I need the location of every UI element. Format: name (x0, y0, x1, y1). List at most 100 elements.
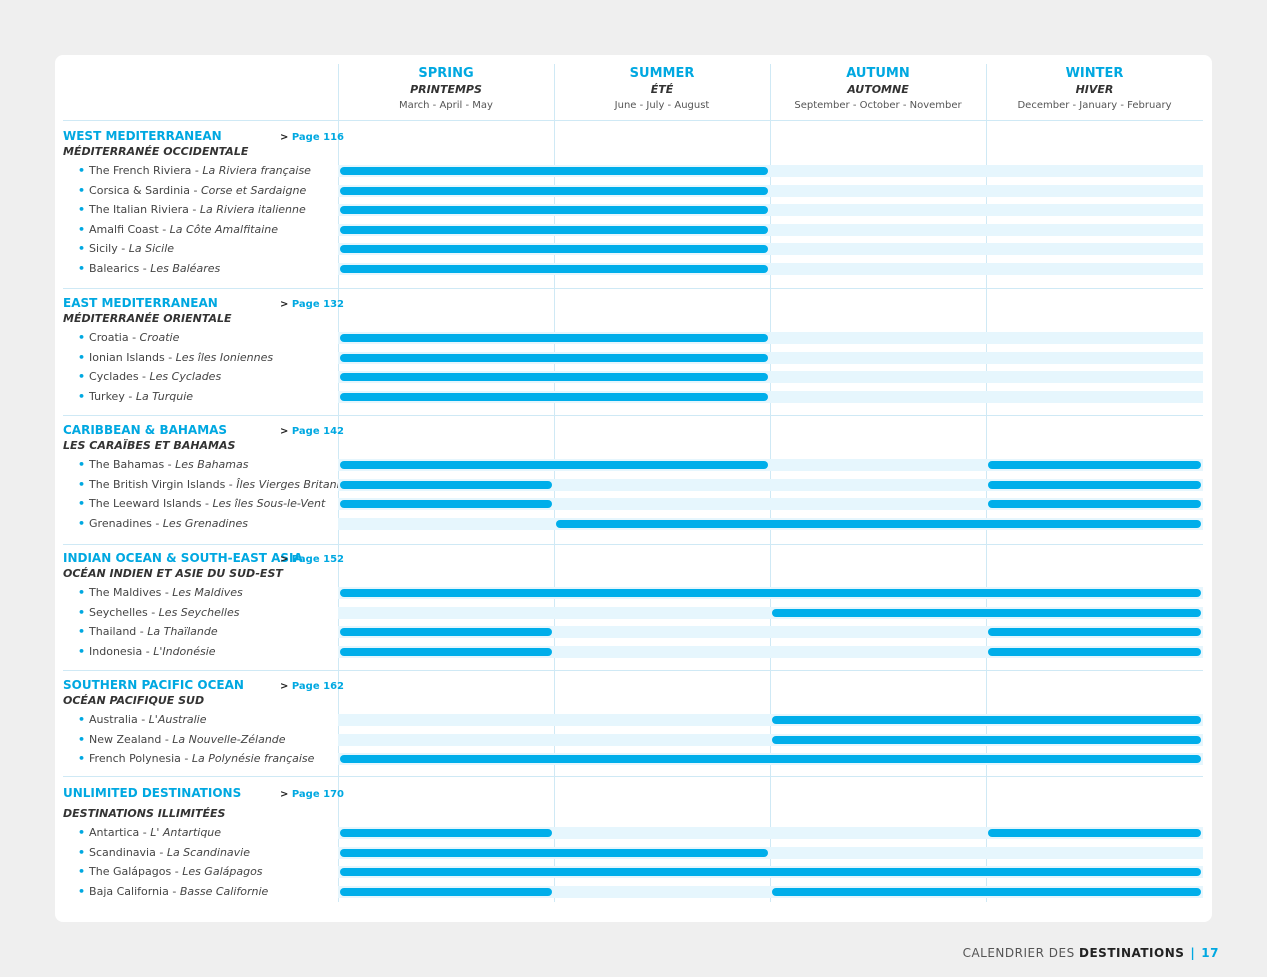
page-reference-link[interactable]: > Page 142 (280, 424, 344, 439)
page-reference[interactable]: Page 132 (291, 299, 344, 310)
bullet-icon: • (78, 370, 86, 383)
destination-row: • Baja California - Basse Californie (78, 885, 268, 899)
dash-separator: - (189, 183, 201, 197)
bullet-icon: • (78, 350, 86, 364)
destination-name-fr: Les Baléares (150, 261, 221, 275)
destination-name: Seychelles (89, 605, 148, 619)
season-name-fr: AUTOMNE (847, 83, 909, 96)
destination-name: The British Virgin Islands (89, 477, 226, 491)
destination-name-fr: Les îles Sous-le-Vent (212, 497, 326, 510)
season-bar (340, 167, 768, 175)
dash-separator: - (139, 261, 151, 275)
destination-row: • Antartica - L' Antartique (78, 826, 221, 840)
destination-name-fr: La Nouvelle-Zélande (172, 732, 286, 746)
destination-name: The Bahamas (89, 458, 165, 471)
destination-name: Baja California (89, 884, 169, 898)
season-bar (340, 334, 768, 342)
page-reference[interactable]: Page 142 (291, 426, 344, 437)
season-bar (556, 519, 1201, 528)
destination-row: • Scandinavia - La Scandinavie (78, 846, 250, 860)
bullet-icon: • (78, 732, 86, 746)
bullet-icon: • (78, 242, 86, 255)
destination-row: • Indonesia - L'Indonésie (78, 645, 216, 659)
destination-name-fr: Les Galápagos (182, 865, 263, 878)
section-divider (63, 415, 1203, 416)
page-reference[interactable]: Page 116 (291, 132, 344, 143)
arrow-icon: > (280, 426, 292, 437)
page-reference[interactable]: Page 152 (291, 554, 344, 565)
destination-row: • The Galápagos - Les Galápagos (78, 865, 263, 879)
season-track (338, 478, 1203, 491)
destination-name-fr: L' Antartique (150, 826, 222, 839)
bullet-icon: • (78, 389, 86, 403)
season-bar (340, 829, 552, 837)
destination-name-fr: La Riviera française (202, 164, 311, 177)
bullet-icon: • (78, 331, 86, 344)
arrow-icon: > (280, 299, 292, 310)
bullet-icon: • (78, 477, 86, 491)
bullet-icon: • (78, 845, 86, 859)
bullet-icon: • (78, 458, 86, 471)
season-name-fr: ÉTÉ (650, 83, 674, 96)
season-bar (340, 500, 552, 508)
bullet-icon: • (78, 865, 86, 878)
destination-name-fr: Les Cyclades (149, 370, 222, 383)
destination-row: • Grenadines - Les Grenadines (78, 517, 248, 531)
dash-separator: - (117, 242, 129, 255)
bullet-icon: • (78, 625, 86, 638)
destination-name-fr: La Thaïlande (147, 625, 218, 638)
destination-name-fr: Les îles Ioniennes (175, 350, 274, 364)
bullet-icon: • (78, 586, 86, 599)
bullet-icon: • (78, 222, 86, 236)
destination-name: Thailand (89, 625, 137, 638)
destination-row: • The Leeward Islands - Les îles Sous-le-… (78, 497, 325, 511)
dash-separator: - (147, 605, 159, 619)
season-name: SUMMER (629, 66, 695, 81)
destination-name: Scandinavia (89, 845, 156, 859)
region-title: INDIAN OCEAN & SOUTH-EAST ASIA (63, 551, 303, 565)
dash-separator: - (139, 826, 151, 839)
destination-row: • Thailand - La Thaïlande (78, 625, 218, 639)
destination-row: • The Italian Riviera - La Riviera italie… (78, 203, 306, 217)
page-reference-link[interactable]: > Page 132 (280, 297, 344, 312)
page-reference-link[interactable]: > Page 162 (280, 679, 344, 694)
destination-row: • Sicily - La Sicile (78, 242, 174, 256)
page-reference[interactable]: Page 170 (291, 789, 344, 800)
destination-name-fr: La Turquie (135, 389, 194, 403)
destination-name-fr: La Riviera italienne (199, 203, 306, 216)
dash-separator: - (191, 164, 203, 177)
page-reference-link[interactable]: > Page 152 (280, 552, 344, 567)
season-months: March - April - May (399, 100, 493, 111)
destination-row: • The Maldives - Les Maldives (78, 586, 243, 600)
season-bar (988, 500, 1201, 508)
page-reference[interactable]: Page 162 (291, 681, 344, 692)
destination-name: Australia (89, 713, 138, 726)
region-title-fr: OCÉAN PACIFIQUE SUD (63, 694, 205, 707)
season-bar (772, 887, 1201, 896)
dash-separator: - (188, 203, 200, 216)
destination-row: • Turkey - La Turquie (78, 390, 193, 404)
region-title: SOUTHERN PACIFIC OCEAN (63, 678, 244, 692)
page-reference-link[interactable]: > Page 116 (280, 130, 344, 145)
dash-separator: - (151, 516, 163, 530)
destination-name: Turkey (89, 389, 125, 403)
page-reference-link[interactable]: > Page 170 (280, 787, 344, 802)
season-bar (340, 589, 1201, 597)
dash-separator: - (137, 713, 149, 726)
dash-separator: - (201, 497, 213, 510)
arrow-icon: > (280, 132, 292, 143)
season-bar (988, 628, 1201, 636)
season-track (338, 626, 1203, 638)
season-bar (340, 264, 768, 273)
section-divider (63, 120, 1203, 121)
dash-separator: - (164, 458, 176, 471)
destination-name: Grenadines (89, 516, 152, 530)
dash-separator: - (142, 644, 154, 658)
destination-name: Antartica (89, 826, 140, 839)
destination-name-fr: L'Australie (148, 713, 207, 726)
dash-separator: - (180, 752, 192, 765)
dash-separator: - (161, 586, 173, 599)
season-bar (340, 392, 768, 401)
bullet-icon: • (78, 752, 86, 765)
season-bar (340, 480, 552, 489)
